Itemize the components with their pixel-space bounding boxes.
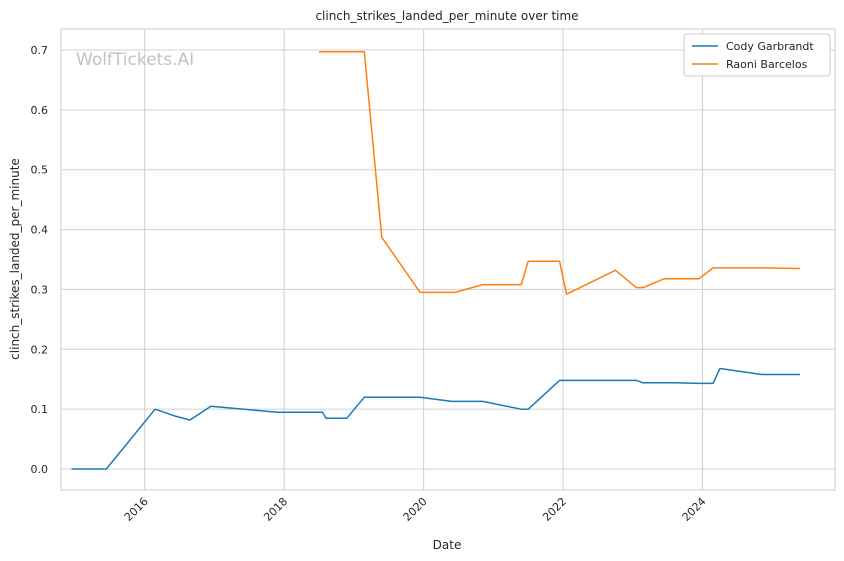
legend: Cody Garbrandt Raoni Barcelos — [683, 33, 831, 77]
y-tick-label: 0.5 — [31, 164, 49, 177]
x-tick-label: 2024 — [680, 495, 709, 524]
plot-area — [60, 28, 836, 491]
y-tick-label: 0.4 — [31, 224, 49, 237]
x-tick-label: 2016 — [122, 495, 151, 524]
y-tick-label: 0.6 — [31, 104, 49, 117]
series-lines — [71, 51, 801, 470]
y-axis-label: clinch_strikes_landed_per_minute — [8, 158, 22, 360]
legend-label: Cody Garbrandt — [726, 40, 814, 53]
x-axis-ticks: 2016 2018 2020 2022 2024 — [122, 495, 709, 524]
legend-box — [683, 33, 831, 77]
chart-title: clinch_strikes_landed_per_minute over ti… — [315, 9, 578, 23]
watermark-text: WolfTickets.AI — [76, 50, 194, 70]
y-tick-label: 0.3 — [31, 283, 49, 296]
legend-label: Raoni Barcelos — [726, 58, 808, 71]
y-tick-label: 0.2 — [31, 343, 49, 356]
series-line-raoni-barcelos — [319, 51, 801, 295]
y-tick-label: 0.1 — [31, 403, 49, 416]
y-tick-label: 0.7 — [31, 44, 49, 57]
y-axis-ticks: 0.0 0.1 0.2 0.3 0.4 0.5 0.6 0.7 — [31, 44, 49, 476]
x-tick-label: 2020 — [401, 495, 430, 524]
y-tick-label: 0.0 — [31, 463, 49, 476]
series-line-cody-garbrandt — [71, 367, 801, 470]
x-axis-label: Date — [433, 538, 462, 552]
grid — [61, 29, 835, 490]
x-tick-label: 2018 — [261, 495, 290, 524]
x-tick-label: 2022 — [540, 495, 569, 524]
